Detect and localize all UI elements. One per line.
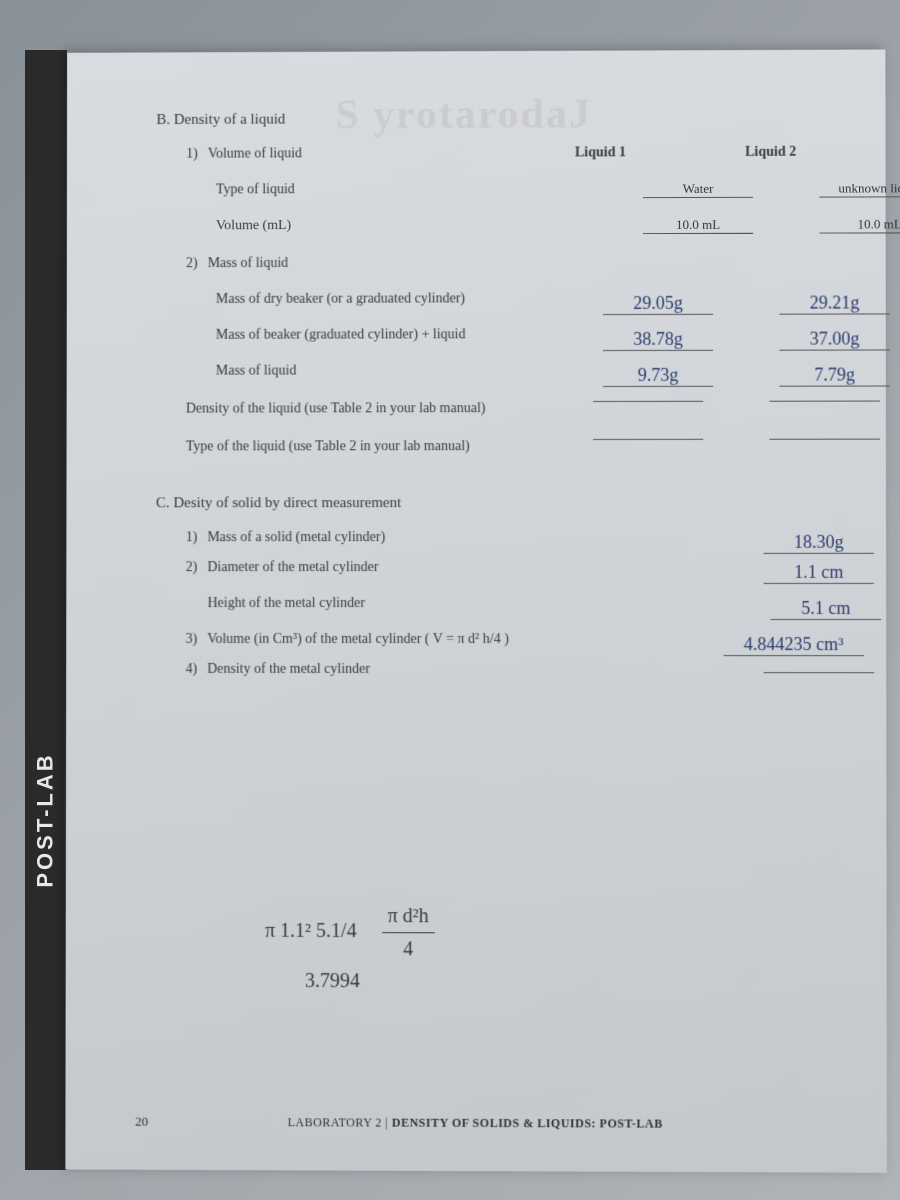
calc-frac-top: π d²h xyxy=(382,900,435,933)
item-num: 3) xyxy=(186,632,198,648)
section-c-title: C. Desity of solid by direct measurement xyxy=(156,495,826,513)
footer-part-a: LABORATORY 2 | xyxy=(288,1115,392,1129)
row-volume-liquid: 1) Volume of liquid Liquid 1 Liquid 2 xyxy=(186,145,825,163)
col-header-2: Liquid 2 xyxy=(745,145,796,161)
volume-cyl-value: 4.844235 cm³ xyxy=(723,634,864,656)
item-num: 2) xyxy=(186,560,198,576)
row-diameter: 2) Diameter of the metal cylinder 1.1 cm xyxy=(186,560,826,576)
height-value: 5.1 cm xyxy=(771,598,882,620)
type-result-2 xyxy=(769,439,879,440)
volume-1: 10.0 mL xyxy=(643,217,753,234)
label: Mass of liquid xyxy=(216,364,297,380)
density-2 xyxy=(769,401,879,402)
item-label: Diameter of the metal cylinder xyxy=(207,560,378,576)
type-liquid-2: unknown liquid xyxy=(819,180,900,197)
diameter-value: 1.1 cm xyxy=(764,562,875,584)
sidebar-tab: POST-LAB xyxy=(25,50,67,1170)
dry-beaker-2: 29.21g xyxy=(779,292,889,314)
mass-liquid-2: 7.79g xyxy=(779,364,889,386)
density-cyl-value xyxy=(764,672,875,673)
col-header-1: Liquid 1 xyxy=(575,145,626,161)
worksheet-page: S yrotarodaJ B. Density of a liquid 1) V… xyxy=(65,49,887,1172)
item-num: 2) xyxy=(186,256,198,272)
footer-text: LABORATORY 2 | DENSITY OF SOLIDS & LIQUI… xyxy=(65,1114,886,1132)
item-label: Mass of liquid xyxy=(208,256,289,272)
row-beaker-liquid: Mass of beaker (graduated cylinder) + li… xyxy=(216,327,826,344)
beaker-liquid-1: 38.78g xyxy=(603,329,713,351)
section-b-title: B. Density of a liquid xyxy=(156,110,825,129)
item-label: Mass of a solid (metal cylinder) xyxy=(207,530,385,546)
label: Volume (mL) xyxy=(216,218,291,234)
dry-beaker-1: 29.05g xyxy=(603,293,713,315)
item-label: Height of the metal cylinder xyxy=(208,596,365,612)
row-type-liquid-result: Type of the liquid (use Table 2 in your … xyxy=(186,439,826,456)
label: Mass of dry beaker (or a graduated cylin… xyxy=(216,291,465,308)
footer-part-b: DENSITY OF SOLIDS & LIQUIDS: POST-LAB xyxy=(392,1116,663,1131)
item-num: 1) xyxy=(186,530,198,546)
type-liquid-1: Water xyxy=(643,181,753,198)
calc-line2: 3.7994 xyxy=(305,965,435,997)
beaker-liquid-2: 37.00g xyxy=(779,328,889,350)
calc-frac-bot: 4 xyxy=(403,938,413,960)
item-num: 1) xyxy=(186,147,198,163)
label: Type of the liquid (use Table 2 in your … xyxy=(186,439,470,455)
row-mass-liquid: Mass of liquid 9.73g 7.79g xyxy=(216,363,826,380)
type-result-1 xyxy=(593,439,703,440)
row-mass-liquid-head: 2) Mass of liquid xyxy=(186,255,825,273)
item-label: Volume of liquid xyxy=(208,146,302,162)
item-label: Volume (in Cm³) of the metal cylinder ( … xyxy=(207,632,509,648)
row-type-liquid: Type of liquid Water unknown liquid xyxy=(216,181,825,199)
mass-liquid-1: 9.73g xyxy=(603,365,713,387)
handwritten-calculation: π 1.1² 5.1/4 π d²h 4 3.7994 xyxy=(265,900,435,998)
row-height: Height of the metal cylinder 5.1 cm xyxy=(208,596,826,612)
sidebar-label: POST-LAB xyxy=(33,752,59,887)
density-1 xyxy=(593,401,703,402)
label: Type of liquid xyxy=(216,182,295,198)
row-mass-solid: 1) Mass of a solid (metal cylinder) 18.3… xyxy=(186,530,826,546)
item-label: Density of the metal cylinder xyxy=(207,662,370,678)
row-density-cylinder: 4) Density of the metal cylinder xyxy=(186,662,826,678)
row-dry-beaker: Mass of dry beaker (or a graduated cylin… xyxy=(216,291,826,308)
row-density-liquid: Density of the liquid (use Table 2 in yo… xyxy=(186,401,826,418)
row-volume-ml: Volume (mL) 10.0 mL 10.0 mL xyxy=(216,217,825,235)
label: Mass of beaker (graduated cylinder) + li… xyxy=(216,327,466,343)
volume-2: 10.0 mL xyxy=(819,216,900,233)
item-num: 4) xyxy=(186,662,198,678)
row-volume-cylinder: 3) Volume (in Cm³) of the metal cylinder… xyxy=(186,632,826,648)
calc-line1a: π 1.1² 5.1/4 xyxy=(265,920,357,942)
mass-solid-value: 18.30g xyxy=(763,532,874,554)
label: Density of the liquid (use Table 2 in yo… xyxy=(186,401,486,417)
